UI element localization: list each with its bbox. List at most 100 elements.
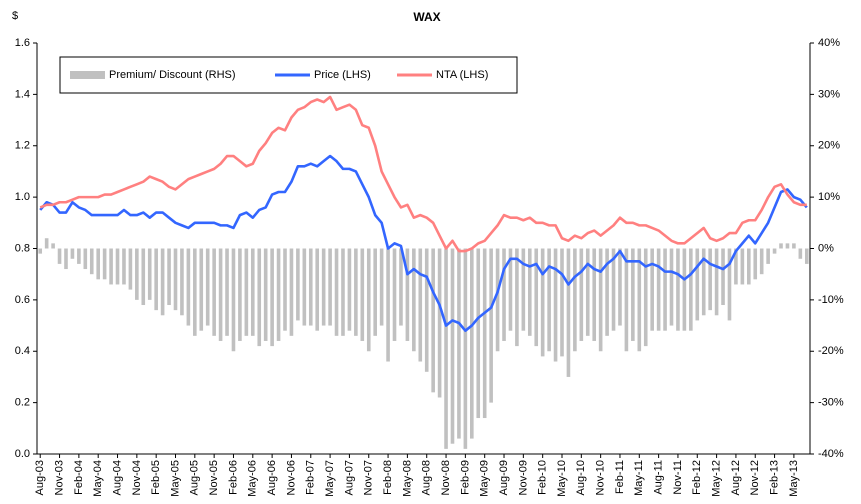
bar <box>605 248 609 336</box>
bar <box>141 248 146 306</box>
bar <box>792 243 796 249</box>
bar <box>276 248 281 341</box>
bar <box>804 248 809 264</box>
y2-tick-label: 0% <box>818 242 834 254</box>
bar <box>366 248 371 352</box>
bar <box>669 248 674 326</box>
bar <box>199 248 204 331</box>
bar <box>521 248 526 331</box>
bar <box>656 248 661 331</box>
bar <box>457 248 461 439</box>
bar <box>566 248 571 377</box>
bar <box>160 248 165 316</box>
x-tick-label: Aug-11 <box>653 460 665 495</box>
bar <box>540 248 545 357</box>
x-tick-label: Nov-12 <box>749 460 761 495</box>
y2-tick-label: 40% <box>818 37 840 49</box>
y2-tick-label: 20% <box>818 140 840 152</box>
x-tick-label: Feb-08 <box>382 460 394 495</box>
bar <box>218 248 223 341</box>
y2-tick-label: -40% <box>818 448 844 460</box>
bar <box>154 248 158 311</box>
bar <box>424 248 429 372</box>
bar <box>347 248 352 331</box>
line-series <box>39 95 807 253</box>
bar <box>231 248 236 352</box>
bar <box>283 248 287 331</box>
bar <box>598 248 603 352</box>
bar <box>51 243 55 249</box>
bar <box>386 248 390 362</box>
bar <box>631 248 635 341</box>
x-tick-label: May-05 <box>169 460 181 497</box>
bar <box>354 248 358 336</box>
x-tick-label: Nov-09 <box>517 460 529 495</box>
bar <box>392 248 397 341</box>
bar <box>753 248 758 280</box>
bar <box>579 248 584 341</box>
bar <box>296 248 300 321</box>
x-tick-label: Feb-07 <box>305 460 317 495</box>
bar <box>482 248 487 419</box>
bar <box>798 248 803 259</box>
bar <box>341 248 345 336</box>
x-tick-label: May-08 <box>401 460 413 497</box>
x-tick-label: May-04 <box>92 460 104 497</box>
bar <box>689 248 693 331</box>
y-axis-label: $ <box>12 10 18 22</box>
x-tick-label: Nov-05 <box>208 460 220 495</box>
bar <box>186 248 191 326</box>
bar <box>405 248 410 341</box>
bar <box>135 248 139 300</box>
bar <box>270 248 274 347</box>
bar <box>128 248 133 290</box>
bar <box>308 248 313 326</box>
y2-tick-label: 10% <box>818 191 840 203</box>
bar <box>618 248 622 326</box>
x-tick-label: Nov-11 <box>672 460 684 495</box>
bar <box>676 248 680 331</box>
bar <box>444 248 448 449</box>
bar <box>173 248 178 311</box>
bar <box>785 243 790 249</box>
bar <box>412 248 416 352</box>
bar <box>779 243 783 249</box>
y-tick-label: 1.0 <box>15 191 30 203</box>
legend-label: NTA (LHS) <box>436 69 488 81</box>
bar <box>727 248 732 321</box>
y-tick-label: 0.6 <box>15 294 30 306</box>
x-tick-label: Feb-12 <box>691 460 703 495</box>
bar <box>650 248 654 331</box>
bar <box>263 248 268 341</box>
x-tick-label: Nov-07 <box>363 460 375 495</box>
bar <box>89 248 94 275</box>
bar <box>573 248 577 352</box>
y2-tick-label: -20% <box>818 345 844 357</box>
bar <box>328 248 332 326</box>
bar <box>244 248 249 336</box>
legend-swatch <box>70 71 105 79</box>
x-tick-label: Feb-09 <box>459 460 471 495</box>
y-tick-label: 1.2 <box>15 140 30 152</box>
y-tick-label: 0.8 <box>15 242 30 254</box>
bar <box>205 248 210 326</box>
bar <box>257 248 262 347</box>
x-tick-label: May-06 <box>247 460 259 497</box>
bar <box>708 248 712 311</box>
y2-tick-label: 30% <box>818 88 840 100</box>
bar <box>450 248 455 444</box>
y-tick-label: 1.6 <box>15 37 30 49</box>
x-tick-label: Aug-07 <box>343 460 355 495</box>
bar <box>695 248 700 321</box>
bar <box>109 248 113 285</box>
bar <box>463 248 468 449</box>
bar <box>502 248 506 341</box>
bar <box>379 248 384 326</box>
bar <box>515 248 519 347</box>
x-tick-label: Feb-05 <box>150 460 162 495</box>
bar <box>437 248 442 398</box>
x-tick-label: Feb-04 <box>73 460 85 495</box>
bar <box>225 248 229 336</box>
x-tick-label: Feb-06 <box>227 460 239 495</box>
bar <box>489 248 493 403</box>
